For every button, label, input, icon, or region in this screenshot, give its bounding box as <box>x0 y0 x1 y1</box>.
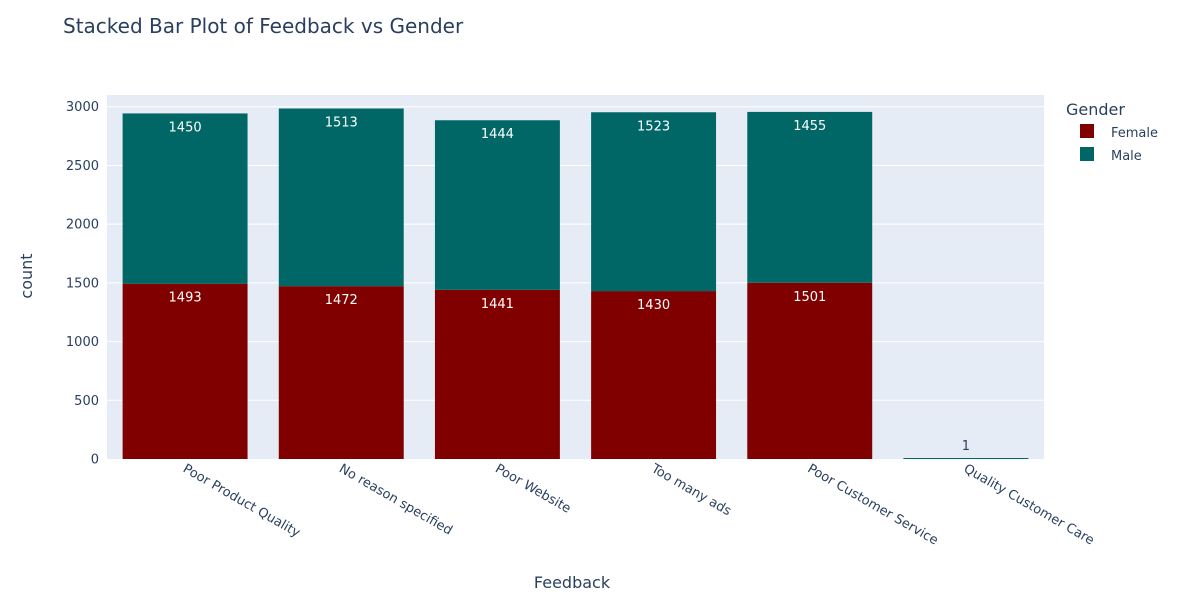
bar-value-label: 1501 <box>793 290 826 305</box>
bar-female-2 <box>434 289 560 459</box>
bar-female-1 <box>278 286 404 459</box>
bar-female-0 <box>122 283 248 459</box>
x-tick-label: Poor Website <box>492 461 573 516</box>
y-axis-title: count <box>17 253 36 298</box>
chart-title: Stacked Bar Plot of Feedback vs Gender <box>63 14 464 38</box>
y-tick-label: 1500 <box>66 276 99 291</box>
legend-label-female: Female <box>1111 126 1158 141</box>
gridlines <box>107 106 1044 401</box>
bar-female-3 <box>591 291 717 459</box>
bar-male-2 <box>434 120 560 290</box>
legend-swatch-female <box>1080 124 1094 138</box>
y-axis-ticks: 0 500 1000 1500 2000 2500 3000 <box>66 100 99 467</box>
bar-value-label: 1472 <box>325 293 358 308</box>
legend-swatch-male <box>1080 147 1094 161</box>
bar-male-1 <box>278 108 404 287</box>
x-tick-label: Quality Customer Care <box>961 461 1097 548</box>
x-tick-label: Too many ads <box>648 461 734 519</box>
bar-value-label: 1430 <box>637 298 670 313</box>
y-tick-label: 1000 <box>66 335 99 350</box>
bar-value-label: 1523 <box>637 119 670 134</box>
x-tick-label: Poor Product Quality <box>180 461 303 540</box>
bar-male-4 <box>747 111 873 283</box>
bar-labels: 1493 1450 1472 1513 1441 1444 1430 1523 1501 1455… <box>169 116 971 454</box>
x-tick-label: Poor Customer Service <box>805 461 941 548</box>
legend-label-male: Male <box>1111 149 1142 164</box>
legend-title: Gender <box>1066 100 1125 119</box>
x-axis-title: Feedback <box>534 573 611 592</box>
x-tick-label: No reason specified <box>336 461 454 538</box>
bar-male-0 <box>122 113 248 284</box>
bar-value-label: 1 <box>962 439 970 454</box>
bar-female-4 <box>747 282 873 459</box>
y-tick-label: 0 <box>91 453 99 468</box>
y-tick-label: 3000 <box>66 100 99 115</box>
x-axis-ticks: Poor Product Quality No reason specified P… <box>180 461 1096 549</box>
bars <box>122 108 1029 459</box>
plot-area <box>107 95 1044 459</box>
y-tick-label: 2000 <box>66 218 99 233</box>
y-tick-label: 500 <box>74 394 99 409</box>
bar-value-label: 1493 <box>169 291 202 306</box>
y-tick-label: 2500 <box>66 159 99 174</box>
bar-value-label: 1444 <box>481 127 514 142</box>
bar-value-label: 1450 <box>169 120 202 135</box>
bar-value-label: 1513 <box>325 116 358 131</box>
bar-value-label: 1441 <box>481 297 514 312</box>
legend: Gender Female Male <box>1066 100 1158 164</box>
bar-male-5 <box>903 458 1029 459</box>
bar-male-3 <box>591 112 717 292</box>
bar-value-label: 1455 <box>793 119 826 134</box>
